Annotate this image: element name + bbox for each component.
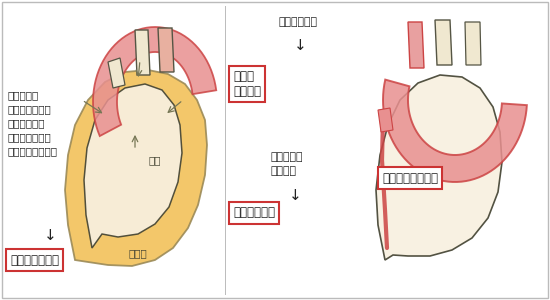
Polygon shape	[376, 75, 502, 260]
Text: 脳の血行障害: 脳の血行障害	[278, 17, 317, 27]
Text: ↓: ↓	[294, 38, 306, 53]
Text: ↓: ↓	[43, 229, 56, 244]
Polygon shape	[65, 70, 207, 266]
Polygon shape	[93, 27, 216, 136]
Polygon shape	[84, 84, 182, 248]
Polygon shape	[108, 58, 125, 88]
Text: 心臓: 心臓	[148, 155, 161, 165]
Text: 脳梗塞
意識消失: 脳梗塞 意識消失	[233, 70, 261, 98]
Text: 急性心筋梗塞: 急性心筋梗塞	[233, 206, 275, 220]
Polygon shape	[435, 20, 452, 65]
Polygon shape	[378, 108, 393, 132]
Text: 心のう: 心のう	[129, 248, 147, 258]
Polygon shape	[408, 22, 424, 68]
Text: 大動脈弁閉鎖不全: 大動脈弁閉鎖不全	[382, 172, 438, 184]
Polygon shape	[135, 30, 150, 75]
Polygon shape	[158, 28, 174, 72]
Text: 心タンポナーデ: 心タンポナーデ	[10, 254, 59, 266]
Text: 冠状動脈の
血行障害: 冠状動脈の 血行障害	[270, 152, 303, 176]
Polygon shape	[465, 22, 481, 65]
Text: 心のう腔に
血液がたまり、
心臓を圧迫し
血圧が下がって
危険な状態になる: 心のう腔に 血液がたまり、 心臓を圧迫し 血圧が下がって 危険な状態になる	[8, 90, 58, 156]
Text: ↓: ↓	[289, 188, 301, 203]
Polygon shape	[383, 80, 527, 182]
